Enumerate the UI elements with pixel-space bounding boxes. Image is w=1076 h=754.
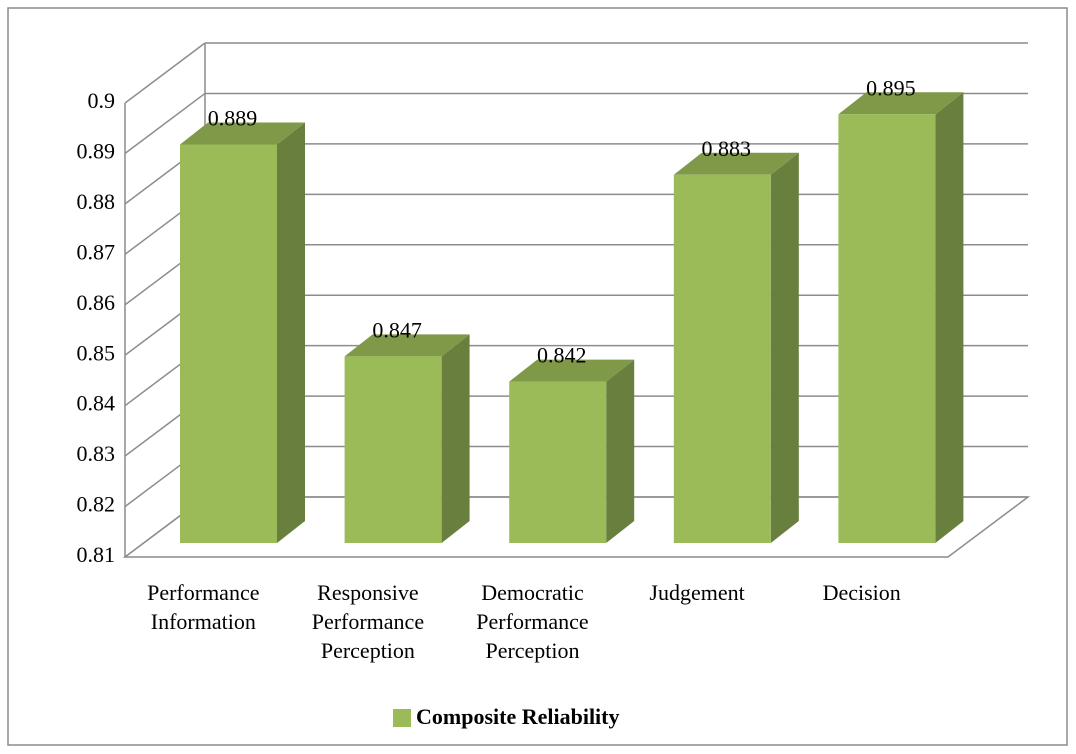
bar [838,114,936,543]
x-tick-label-line: Responsive [317,580,418,605]
bar-top [180,122,305,145]
x-tick-label-line: Perception [485,638,579,663]
y-tick-label: 0.81 [77,542,116,567]
side-grid-line [124,92,206,155]
x-tick-label-line: Judgement [649,580,744,605]
bar-side [441,334,470,543]
x-tick-label-line: Perception [321,638,415,663]
legend-swatch [393,709,411,727]
data-label: 0.847 [372,317,422,342]
y-tick-label: 0.86 [77,290,116,315]
x-tick-label: Judgement [649,580,744,605]
bar-top [673,152,799,175]
legend-label: Composite Reliability [416,704,620,729]
x-tick-label-line: Democratic [481,580,584,605]
bar-side [770,152,799,543]
x-tick-label-line: Performance [147,580,259,605]
y-tick-label: 0.82 [77,492,116,517]
data-label: 0.895 [866,75,916,100]
x-tick-label: Democratic Performance Perception [476,580,588,663]
x-tick-label-line: Performance [476,609,588,634]
x-tick-label: Performance Information [147,580,259,634]
bar-top [838,92,964,115]
y-tick-label: 0.9 [88,88,116,113]
x-tick-label-line: Decision [823,580,901,605]
x-tick-label: Responsive Performance Perception [312,580,424,663]
x-tick-label-line: Information [151,609,256,634]
bar-top [509,359,635,382]
y-tick-label: 0.89 [77,138,116,163]
y-tick-label: 0.87 [77,239,116,264]
bar [509,381,607,543]
y-tick-label: 0.85 [77,340,116,365]
bar-side [277,122,305,543]
data-label: 0.883 [702,136,752,161]
bar [344,356,442,543]
data-label: 0.842 [537,343,587,368]
y-tick-label: 0.84 [77,391,116,416]
x-tick-label-line: Performance [312,609,424,634]
side-grid-line [124,42,206,104]
x-tick-label: Decision [823,580,901,605]
y-tick-label: 0.83 [77,441,116,466]
bar-side [606,359,635,543]
bar [180,144,277,543]
y-tick-label: 0.88 [77,189,116,214]
bar [673,174,771,543]
bar-side [935,92,964,543]
bar-top [344,334,470,357]
data-label: 0.889 [208,106,258,131]
